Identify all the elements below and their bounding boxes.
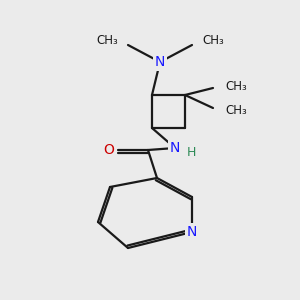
Text: CH₃: CH₃: [202, 34, 224, 47]
Text: CH₃: CH₃: [225, 80, 247, 92]
Text: N: N: [187, 225, 197, 239]
Text: N: N: [170, 141, 180, 155]
Text: N: N: [155, 55, 165, 69]
Text: H: H: [186, 146, 196, 158]
Text: O: O: [103, 143, 114, 157]
Text: CH₃: CH₃: [96, 34, 118, 47]
Text: CH₃: CH₃: [225, 103, 247, 116]
